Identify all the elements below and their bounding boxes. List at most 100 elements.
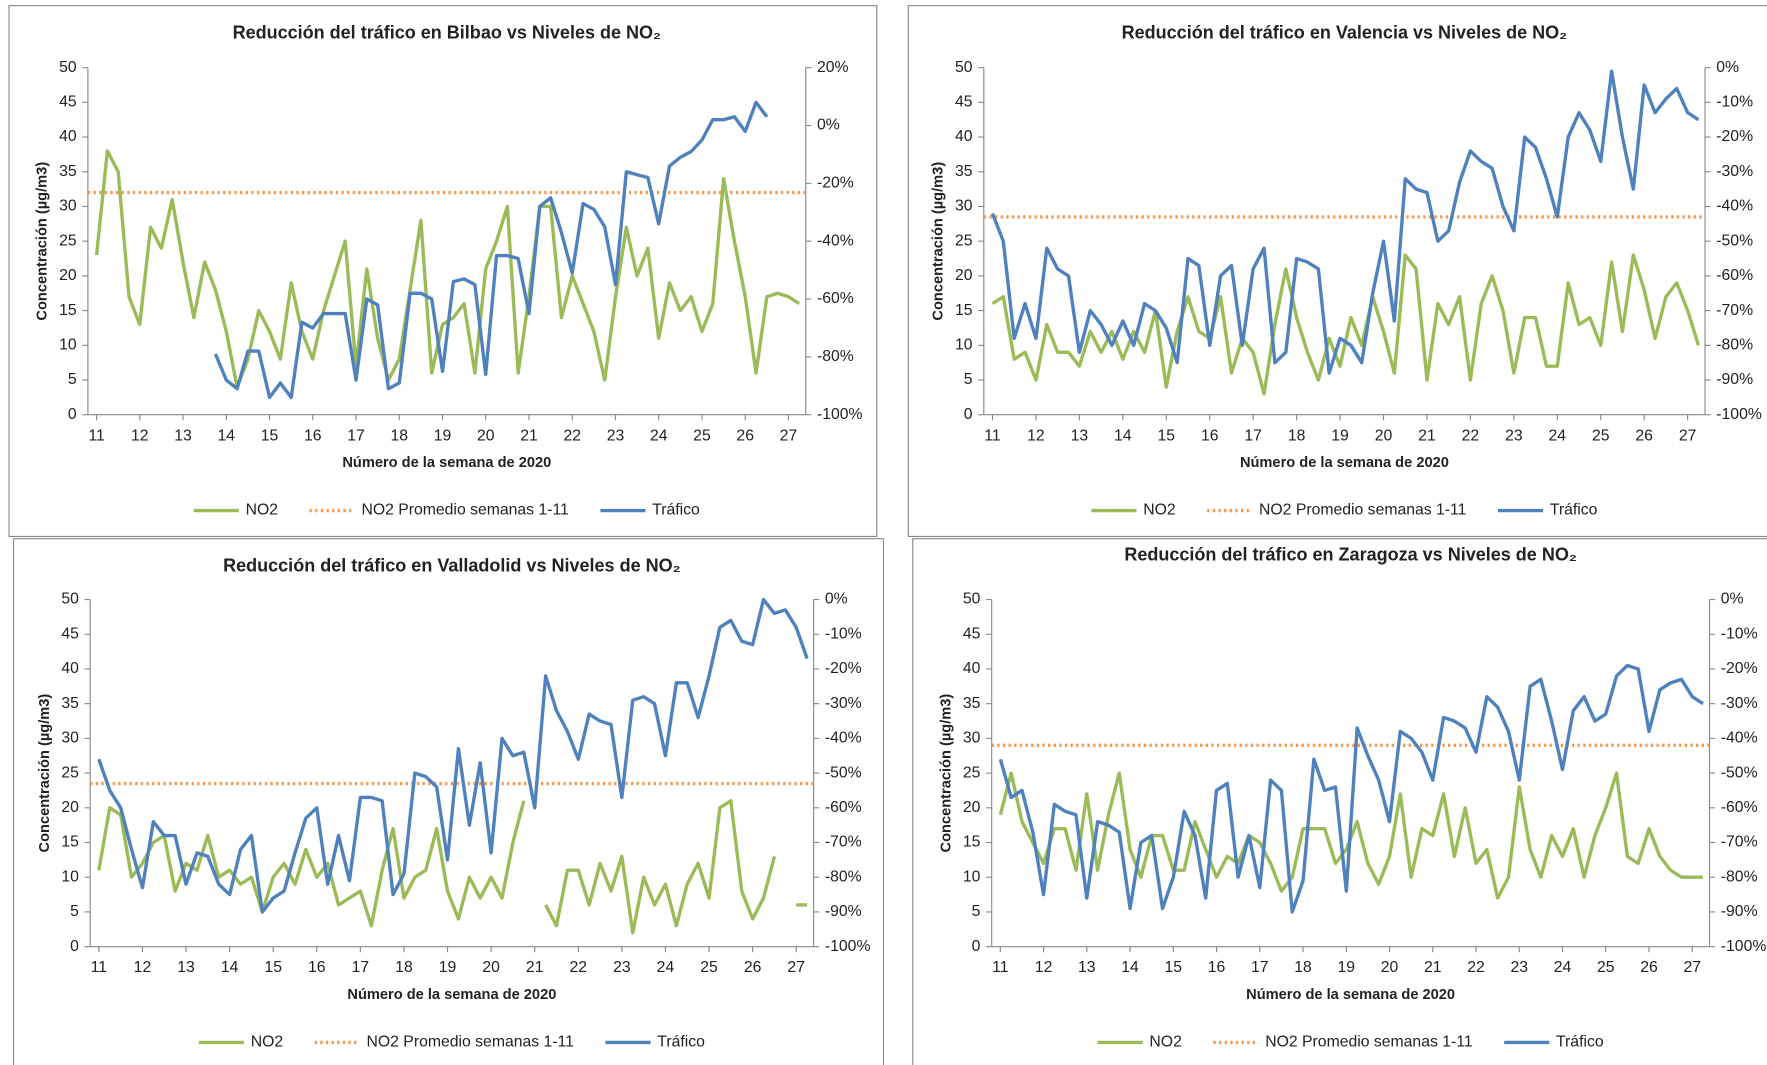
x-tick-label: 25 xyxy=(1597,959,1615,976)
legend-label: Tráfico xyxy=(657,1034,705,1051)
legend: NO2 NO2 Promedio semanas 1-11 Tráfico xyxy=(1097,1034,1604,1051)
legend: NO2 NO2 Promedio semanas 1-11 Tráfico xyxy=(1091,502,1598,519)
y-tick-label: 35 xyxy=(61,695,79,712)
x-tick-label: 25 xyxy=(700,959,718,976)
y-tick-label: 0 xyxy=(964,406,973,423)
y-tick-label: 15 xyxy=(963,834,981,851)
x-tick-label: 12 xyxy=(131,427,149,444)
y2-tick-label: -100% xyxy=(1721,938,1767,955)
y-axis-label: Concentración (µg/m3) xyxy=(37,694,53,853)
y2-tick-label: -80% xyxy=(817,348,854,365)
x-tick-label: 19 xyxy=(1338,959,1356,976)
y2-tick-label: -50% xyxy=(1716,232,1753,249)
y2-tick-label: -60% xyxy=(817,290,854,307)
x-tick-label: 17 xyxy=(1251,959,1269,976)
x-tick-label: 21 xyxy=(526,959,544,976)
y2-tick-label: -50% xyxy=(825,764,862,781)
panel-border xyxy=(907,5,1767,538)
x-tick-label: 14 xyxy=(218,427,236,444)
y2-tick-label: -10% xyxy=(1716,94,1753,111)
y-tick-label: 25 xyxy=(61,764,79,781)
legend-label: NO2 Promedio semanas 1-11 xyxy=(361,502,568,519)
y-tick-label: 25 xyxy=(955,232,973,249)
x-tick-label: 12 xyxy=(134,959,152,976)
x-tick-label: 20 xyxy=(1375,427,1393,444)
x-tick-label: 18 xyxy=(1288,427,1306,444)
chart-title: Reducción del tráfico en Zaragoza vs Niv… xyxy=(1124,544,1577,564)
y-tick-label: 10 xyxy=(59,336,77,353)
x-tick-label: 27 xyxy=(1679,427,1697,444)
y2-tick-label: -90% xyxy=(1716,371,1753,388)
x-tick-label: 22 xyxy=(563,427,581,444)
x-tick-label: 17 xyxy=(352,959,370,976)
panel-border xyxy=(8,5,878,538)
x-tick-label: 19 xyxy=(439,959,457,976)
series-line xyxy=(998,663,1704,914)
y2-tick-label: -70% xyxy=(1716,302,1753,319)
x-tick-label: 27 xyxy=(787,959,805,976)
x-tick-label: 20 xyxy=(477,427,495,444)
y-tick-label: 5 xyxy=(68,371,77,388)
y-tick-label: 20 xyxy=(963,799,981,816)
x-axis-label: Número de la semana de 2020 xyxy=(342,455,551,471)
x-tick-label: 23 xyxy=(607,427,625,444)
x-tick-label: 23 xyxy=(1510,959,1528,976)
x-tick-label: 20 xyxy=(1381,959,1399,976)
series-line xyxy=(97,597,809,914)
y2-tick-label: -20% xyxy=(825,660,862,677)
y2-tick-label: -20% xyxy=(817,175,854,192)
y-tick-label: 5 xyxy=(964,371,973,388)
x-tick-label: 27 xyxy=(780,427,798,444)
y-axis-label: Concentración (µg/m3) xyxy=(35,162,51,321)
y2-tick-label: 20% xyxy=(817,59,849,76)
y-axis-label: Concentración (µg/m3) xyxy=(931,162,947,321)
x-tick-label: 24 xyxy=(1549,427,1567,444)
y-tick-label: 0 xyxy=(972,938,981,955)
x-tick-label: 24 xyxy=(650,427,668,444)
y-tick-label: 5 xyxy=(70,903,79,920)
y2-tick-label: -100% xyxy=(817,406,863,423)
y-axis-label: Concentración (µg/m3) xyxy=(938,694,954,853)
x-tick-label: 23 xyxy=(1505,427,1523,444)
y-tick-label: 50 xyxy=(963,591,981,608)
y2-tick-label: -40% xyxy=(1716,198,1753,215)
y2-tick-label: -80% xyxy=(1716,336,1753,353)
x-tick-label: 13 xyxy=(1078,959,1096,976)
y2-tick-label: 0% xyxy=(825,591,848,608)
y-tick-label: 35 xyxy=(955,163,973,180)
y2-tick-label: 0% xyxy=(1721,591,1744,608)
y2-tick-label: 0% xyxy=(1716,59,1739,76)
chart-title: Reducción del tráfico en Bilbao vs Nivel… xyxy=(233,23,662,43)
y-tick-label: 45 xyxy=(59,94,77,111)
x-tick-label: 13 xyxy=(177,959,195,976)
x-tick-label: 26 xyxy=(1640,959,1658,976)
y2-tick-label: -20% xyxy=(1721,660,1758,677)
x-tick-label: 20 xyxy=(482,959,500,976)
y2-tick-label: -100% xyxy=(825,938,871,955)
y-tick-label: 5 xyxy=(972,903,981,920)
chart-title: Reducción del tráfico en Valladolid vs N… xyxy=(223,556,681,576)
x-tick-label: 15 xyxy=(261,427,279,444)
legend-label: NO2 xyxy=(1143,502,1175,519)
y-tick-label: 20 xyxy=(59,267,77,284)
legend-label: NO2 Promedio semanas 1-11 xyxy=(1259,502,1466,519)
x-tick-label: 13 xyxy=(174,427,192,444)
x-tick-label: 14 xyxy=(1121,959,1139,976)
y2-tick-label: -60% xyxy=(1721,799,1758,816)
x-tick-label: 25 xyxy=(693,427,711,444)
y-tick-label: 50 xyxy=(61,591,79,608)
y2-tick-label: -30% xyxy=(825,695,862,712)
y-tick-label: 40 xyxy=(963,660,981,677)
x-tick-label: 11 xyxy=(984,427,1000,444)
x-tick-label: 16 xyxy=(1201,427,1219,444)
x-tick-label: 27 xyxy=(1683,959,1701,976)
y2-tick-label: -20% xyxy=(1716,128,1753,145)
x-tick-label: 23 xyxy=(613,959,631,976)
x-tick-label: 11 xyxy=(91,959,107,976)
x-tick-label: 21 xyxy=(1418,427,1436,444)
legend: NO2 NO2 Promedio semanas 1-11 Tráfico xyxy=(193,502,700,519)
y2-tick-label: -30% xyxy=(1716,163,1753,180)
x-tick-label: 11 xyxy=(88,427,104,444)
x-tick-label: 26 xyxy=(1635,427,1653,444)
y-tick-label: 25 xyxy=(963,764,981,781)
